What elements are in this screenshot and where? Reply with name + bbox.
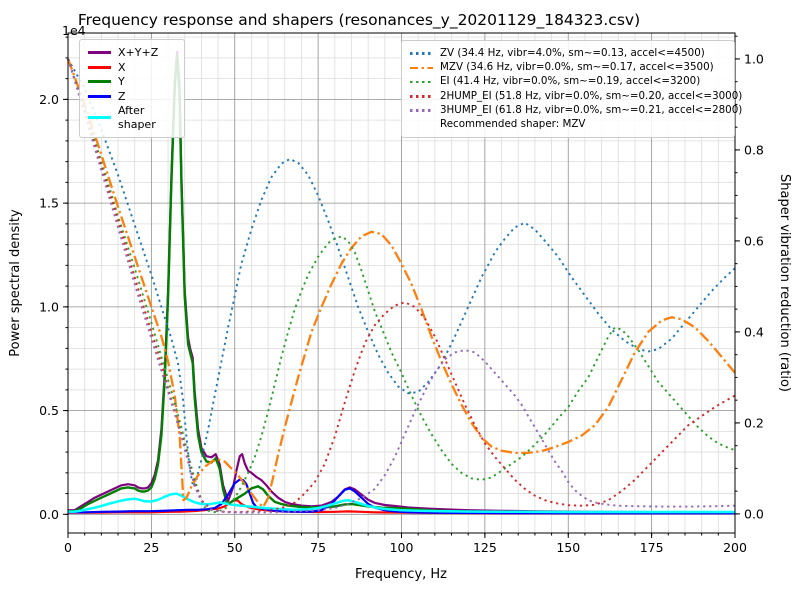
series-line-xyz <box>68 50 735 514</box>
legend-line-swatch-zv <box>410 52 433 55</box>
series-line-zv <box>67 58 736 488</box>
y-axis-left-label: Power spectral density <box>8 209 23 357</box>
legend-item-z: Z <box>88 90 176 104</box>
legend-line-swatch-mzv <box>410 66 433 70</box>
y-axis-right-label: Shaper vibration reduction (ratio) <box>777 174 792 392</box>
legend-item-label: X+Y+Z <box>118 46 159 59</box>
legend-line-swatch-y <box>88 80 111 84</box>
legend-item-label: Z <box>118 89 126 103</box>
legend-item-3hump_ei: 3HUMP_EI (61.8 Hz, vibr=0.0%, sm~=0.21, … <box>410 103 743 117</box>
x-tick-label: 150 <box>556 540 580 555</box>
legend-item-label: EI (41.4 Hz, vibr=0.0%, sm~=0.19, accel<… <box>440 75 701 88</box>
series-line-3hump_ei <box>67 58 736 514</box>
legend-line-swatch-ei <box>410 80 433 84</box>
legend-shapers: ZV (34.4 Hz, vibr=4.0%, sm~=0.13, accel<… <box>401 40 743 139</box>
x-tick-label: 125 <box>473 540 497 555</box>
y-right-tick-label: 0.2 <box>744 415 764 430</box>
x-axis-label: Frequency, Hz <box>355 567 447 582</box>
series-line-after_shaper <box>68 492 735 514</box>
x-tick-label: 175 <box>640 540 664 555</box>
legend-line-swatch-3hump_ei <box>410 109 433 112</box>
y-left-tick-label: 0.5 <box>39 403 59 418</box>
y-right-tick-label: 0.8 <box>744 142 764 157</box>
legend-line-swatch-2hump_ei <box>410 94 433 98</box>
legend-line-swatch-xyz <box>88 51 111 55</box>
x-tick-label: 75 <box>310 540 326 555</box>
x-tick-label: 50 <box>227 540 243 555</box>
y-left-tick-label: 0.0 <box>39 507 59 522</box>
y-axis-offset-label: 1e4 <box>62 23 86 38</box>
legend-item-after_shaper: After shaper <box>88 104 176 131</box>
legend-item-zv: ZV (34.4 Hz, vibr=4.0%, sm~=0.13, accel<… <box>410 47 726 60</box>
x-tick-label: 200 <box>723 540 747 555</box>
series-line-mzv <box>66 58 736 509</box>
x-tick-label: 25 <box>143 540 159 555</box>
legend-note-label: Recommended shaper: MZV <box>440 118 586 131</box>
legend-item-2hump_ei: 2HUMP_EI (51.8 Hz, vibr=0.0%, sm~=0.20, … <box>410 89 743 103</box>
y-right-tick-label: 1.0 <box>744 51 764 66</box>
legend-item-label: 2HUMP_EI (51.8 Hz, vibr=0.0%, sm~=0.20, … <box>440 89 743 102</box>
legend-item-xyz: X+Y+Z <box>88 46 176 60</box>
legend-note-recommended-shaper: Recommended shaper: MZV <box>410 118 726 131</box>
legend-item-label: ZV (34.4 Hz, vibr=4.0%, sm~=0.13, accel<… <box>440 47 705 59</box>
legend-item-x: X <box>88 61 176 75</box>
curves <box>66 50 736 515</box>
y-left-tick-label: 1.0 <box>39 299 59 314</box>
y-right-tick-label: 0.4 <box>744 324 764 339</box>
y-left-tick-label: 1.5 <box>39 196 59 211</box>
legend-line-swatch-x <box>88 65 111 69</box>
legend-item-mzv: MZV (34.6 Hz, vibr=0.0%, sm~=0.17, accel… <box>410 61 726 74</box>
legend-item-y: Y <box>88 75 176 89</box>
y-left-tick-label: 2.0 <box>39 92 59 107</box>
x-tick-label: 100 <box>390 540 414 555</box>
y-right-tick-label: 0.0 <box>744 506 764 521</box>
legend-item-label: X <box>118 60 126 74</box>
x-tick-label: 0 <box>64 540 72 555</box>
legend-item-label: Y <box>118 75 125 88</box>
legend-item-ei: EI (41.4 Hz, vibr=0.0%, sm~=0.19, accel<… <box>410 75 726 88</box>
legend-line-swatch-z <box>88 94 111 98</box>
legend-line-swatch-after_shaper <box>88 116 111 119</box>
legend-item-label: MZV (34.6 Hz, vibr=0.0%, sm~=0.17, accel… <box>440 61 714 74</box>
series-line-z <box>68 478 735 515</box>
axis-ticks <box>63 35 740 538</box>
series-line-ei <box>67 58 736 514</box>
legend-item-label: After shaper <box>118 104 156 131</box>
chart-title: Frequency response and shapers (resonanc… <box>78 11 640 30</box>
legend-psd: X+Y+Z X Y Z After shaper <box>79 39 185 138</box>
legend-item-label: 3HUMP_EI (61.8 Hz, vibr=0.0%, sm~=0.21, … <box>440 103 743 116</box>
axis-tick-labels: 0 25 50 75 100 125 150 175 200 0.0 0.5 1.0 1.5 2.0 0.0… <box>39 51 764 555</box>
y-right-tick-label: 0.6 <box>744 233 764 248</box>
